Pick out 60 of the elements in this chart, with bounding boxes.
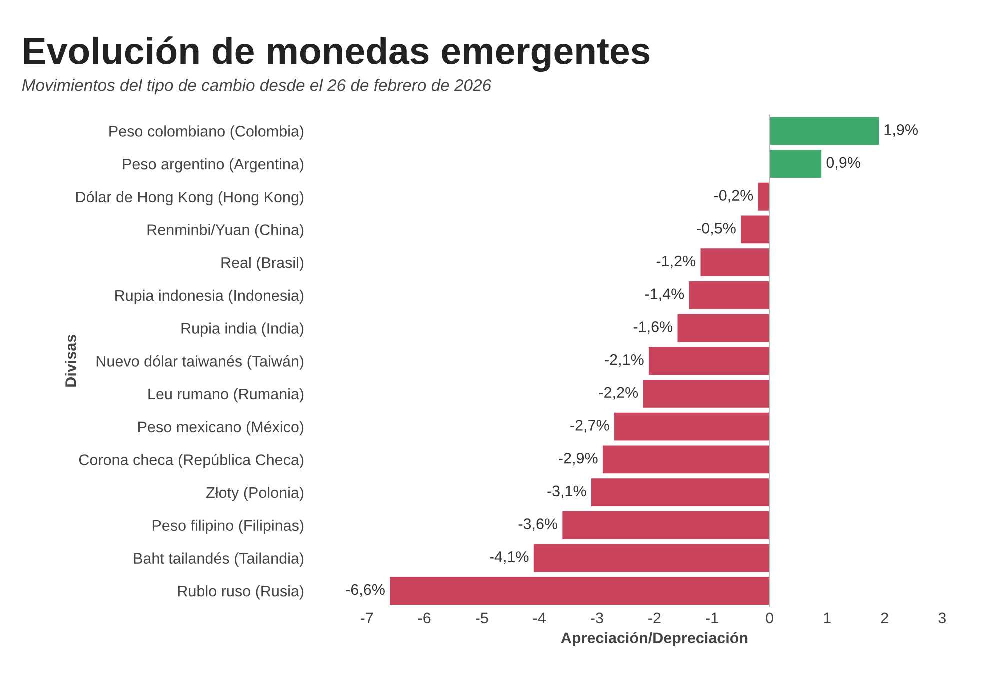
bar xyxy=(758,182,770,211)
x-axis-title: Apreciación/Depreciación xyxy=(561,632,748,647)
data-label: -3,6% xyxy=(518,518,558,532)
bar xyxy=(591,478,770,506)
bar xyxy=(614,412,770,441)
y-tick-label: Leu rumano (Rumania) xyxy=(148,388,304,403)
y-tick-label: Nuevo dólar taiwanés (Taiwán) xyxy=(96,355,304,370)
chart-subtitle: Movimientos del tipo de cambio desde el 26 de febrero de 2026 xyxy=(22,79,492,95)
bar xyxy=(648,347,770,376)
y-tick-label: Rupia india (India) xyxy=(182,322,304,337)
y-tick-label: Rupia indonesia (Indonesia) xyxy=(116,290,304,304)
x-tick-label: -3 xyxy=(591,612,604,624)
data-label: 1,9% xyxy=(884,124,918,138)
data-label: -2,2% xyxy=(599,387,638,400)
x-tick-label: 1 xyxy=(824,612,831,624)
x-tick-label: -1 xyxy=(706,612,718,624)
x-tick-label: -2 xyxy=(648,612,661,624)
chart-title: Evolución de monedas emergentes xyxy=(24,36,650,72)
bar xyxy=(562,511,770,540)
x-tick-label: -7 xyxy=(360,612,374,624)
bar xyxy=(678,314,770,342)
data-label: -4,1% xyxy=(490,552,529,564)
y-tick-label: Peso filipino (Filipinas) xyxy=(152,520,304,534)
data-label: -6,6% xyxy=(346,584,385,597)
x-tick-label: -4 xyxy=(534,612,546,624)
bar xyxy=(643,380,770,408)
y-tick-label: Złoty (Polonia) xyxy=(206,486,304,502)
data-label: -1,2% xyxy=(656,256,696,268)
bar xyxy=(770,117,880,146)
bar xyxy=(770,150,822,178)
data-label: -3,1% xyxy=(548,486,586,498)
y-tick-label: Baht tailandés (Tailandia) xyxy=(134,552,304,568)
y-tick-label: Renminbi/Yuan (China) xyxy=(148,224,304,238)
data-label: -0,2% xyxy=(714,190,754,203)
y-tick-label: Peso mexicano (México) xyxy=(138,421,304,436)
data-label: 0,9% xyxy=(826,157,860,170)
y-tick-label: Rublo ruso (Rusia) xyxy=(178,586,304,600)
bar xyxy=(602,446,770,474)
bar xyxy=(534,544,770,572)
y-tick-label: Peso colombiano (Colombia) xyxy=(110,126,304,140)
bar xyxy=(689,281,770,310)
x-tick-label: -6 xyxy=(418,612,431,624)
data-label: -2,1% xyxy=(605,354,644,368)
x-tick-label: -5 xyxy=(476,612,488,624)
data-label: -0,5% xyxy=(697,223,736,236)
data-label: -1,4% xyxy=(645,288,684,302)
bar xyxy=(700,248,770,277)
bar xyxy=(390,577,770,606)
x-tick-label: 2 xyxy=(881,612,888,624)
y-tick-label: Real (Brasil) xyxy=(222,257,304,272)
x-tick-label: 3 xyxy=(938,612,946,624)
y-axis-title: Divisas xyxy=(65,334,76,387)
x-tick-label: 0 xyxy=(766,612,774,624)
y-tick-label: Dólar de Hong Kong (Hong Kong) xyxy=(76,191,304,206)
y-tick-label: Corona checa (República Checa) xyxy=(79,454,304,468)
data-label: -2,7% xyxy=(570,420,610,433)
bar xyxy=(741,216,770,244)
data-label: -2,9% xyxy=(559,452,598,466)
data-label: -1,6% xyxy=(634,322,673,334)
y-tick-label: Peso argentino (Argentina) xyxy=(123,158,304,173)
